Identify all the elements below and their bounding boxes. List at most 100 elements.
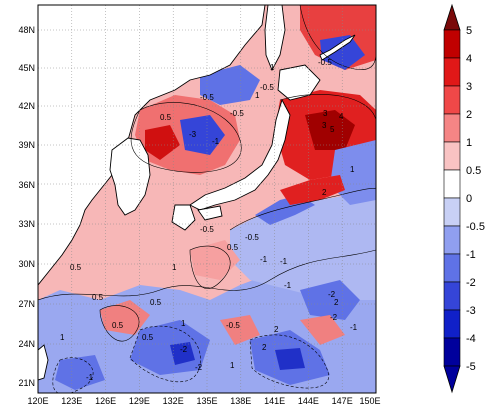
colorbar-label: 5 — [466, 25, 472, 37]
contour-label: 1 — [255, 91, 260, 100]
deep-blue-patch-4 — [55, 355, 105, 390]
lon-tick-label: 144E — [298, 396, 319, 406]
plot-frame — [37, 4, 377, 394]
colorbar: 5 4 3 2 1 0.5 0 -0.5 -1 -2 -3 -4 -5 — [443, 3, 485, 394]
lat-tick-label: 48N — [18, 25, 35, 35]
contour-label: 3 — [323, 109, 328, 118]
anomaly-field — [38, 5, 376, 393]
colorbar-label: 0 — [466, 193, 472, 205]
contour-label: -0.5 — [318, 58, 332, 67]
contour-line — [130, 102, 242, 173]
colorbar-segment — [443, 281, 461, 311]
colorbar-label: 4 — [466, 53, 472, 65]
contour-line — [189, 245, 231, 289]
colorbar-label: -1 — [466, 249, 476, 261]
contour-label: 0.5 — [142, 333, 154, 342]
contour-label: -0.5 — [226, 321, 240, 330]
japan-sea-deep-red — [145, 125, 180, 160]
contour-label: 5 — [330, 125, 335, 134]
lat-tick-label: 24N — [18, 339, 35, 349]
contour-label: -1 — [280, 257, 288, 266]
contour-label: -1 — [86, 373, 94, 382]
colorbar-segment — [443, 169, 461, 199]
contour-line — [229, 187, 376, 231]
lon-tick-label: 120E — [27, 396, 48, 406]
contour-label: 2 — [274, 325, 279, 334]
colorbar-segment — [443, 29, 461, 59]
land — [38, 5, 356, 381]
colorbar-segment — [443, 337, 461, 367]
colorbar-top-arrow — [443, 3, 461, 31]
contour-label: 1 — [350, 165, 355, 174]
contour-label: 0.5 — [112, 321, 124, 330]
colorbar-segment — [443, 225, 461, 255]
lat-tick-label: 21N — [18, 378, 35, 388]
shikoku — [197, 205, 223, 221]
kurils — [319, 34, 356, 61]
lon-tick-label: 138E — [230, 396, 251, 406]
contour-label: 0.5 — [70, 263, 82, 272]
contour-line — [279, 94, 376, 121]
contour-line — [99, 305, 140, 342]
lon-tick-label: 141E — [264, 396, 285, 406]
colorbar-label: -2 — [466, 277, 476, 289]
colorbar-segment — [443, 253, 461, 283]
lon-tick-label: 150E — [359, 396, 380, 406]
colorbar-label: 0.5 — [466, 165, 481, 177]
colorbar-segment — [443, 141, 461, 171]
pacific-red-stripe — [280, 175, 345, 205]
red-patch-south-4 — [300, 315, 345, 345]
lat-axis: 21N 24N 27N 30N 33N 36N 39N 42N 45N 48N — [18, 25, 35, 388]
contour-label: 0.5 — [150, 298, 162, 307]
colorbar-label: -0.5 — [466, 221, 485, 233]
colorbar-bottom-arrow — [443, 365, 461, 394]
red-patch-south-2 — [220, 315, 260, 345]
contour-label: 3 — [322, 121, 327, 130]
hokkaido — [277, 64, 321, 101]
contour-label: 4 — [339, 112, 344, 121]
contour-label: 2 — [322, 188, 327, 197]
map-panel: 0.5 1 -0.5 -1 2 -2 3 4 5 -0.5 0.5 1 -1 2… — [38, 5, 376, 393]
contour-label: -2 — [180, 345, 188, 354]
contour-label: -3 — [189, 130, 197, 139]
contour-label: -2 — [328, 290, 336, 299]
lon-tick-label: 135E — [196, 396, 217, 406]
contour-label: 2 — [334, 298, 339, 307]
okhotsk-blue — [320, 35, 365, 70]
contour-label: -1 — [284, 281, 292, 290]
contour-label: -0.5 — [245, 233, 259, 242]
contour-label: 1 — [230, 361, 235, 370]
contour-label: -0.5 — [200, 93, 214, 102]
japan-sea-blue-2 — [200, 65, 260, 105]
lat-tick-label: 30N — [18, 259, 35, 269]
contour-label: 1 — [181, 319, 186, 328]
kyushu — [171, 204, 196, 231]
lon-tick-label: 123E — [61, 396, 82, 406]
contour-label: -0.5 — [200, 225, 214, 234]
lat-tick-label: 33N — [18, 219, 35, 229]
lat-tick-label: 39N — [18, 140, 35, 150]
contour-lines — [38, 5, 376, 393]
colorbar-label: 1 — [466, 137, 472, 149]
colorbar-label: -3 — [466, 305, 476, 317]
contour-label: 1 — [172, 263, 177, 272]
colorbar-segment — [443, 57, 461, 87]
colorbar-label: 3 — [466, 81, 472, 93]
contour-label: -1 — [350, 323, 358, 332]
lat-tick-label: 27N — [18, 299, 35, 309]
red-patch-south-3 — [190, 240, 240, 280]
lon-tick-label: 126E — [95, 396, 116, 406]
contour-label: -1 — [212, 137, 220, 146]
colorbar-label: 2 — [466, 109, 472, 121]
grid — [38, 5, 376, 393]
contour-label: -2 — [195, 363, 203, 372]
red-patch-south-1 — [100, 300, 150, 335]
taiwan — [38, 344, 49, 381]
contour-labels: 0.5 1 -0.5 -1 2 -2 3 4 5 -0.5 0.5 1 -1 2… — [60, 58, 358, 382]
lon-tick-label: 132E — [163, 396, 184, 406]
colorbar-label: -4 — [466, 333, 476, 345]
dark-blue-patch-1 — [170, 342, 195, 365]
contour-label: -0.5 — [260, 83, 274, 92]
sakhalin — [264, 5, 286, 72]
